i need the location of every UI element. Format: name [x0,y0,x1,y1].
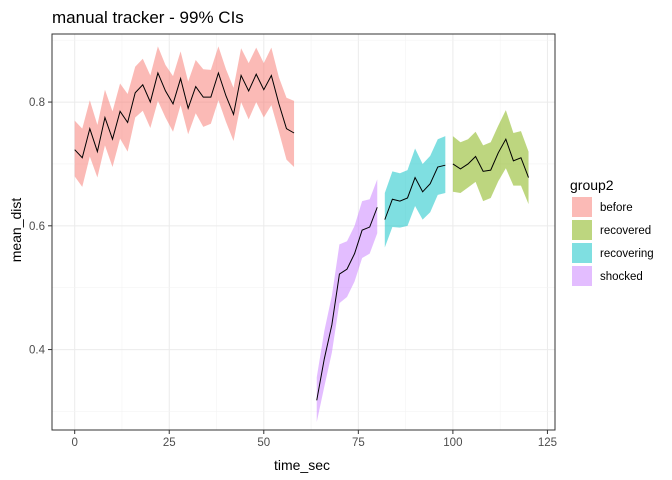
y-tick-label: 0.6 [29,221,45,233]
mean-lines [74,71,529,401]
ci-band-recovering [384,136,446,248]
legend-label-recovered: recovered [600,225,651,237]
ci-band-shocked [316,179,378,422]
chart-title: manual tracker - 99% CIs [52,8,244,27]
legend-key-recovering [572,243,592,263]
mean-line-shocked [316,207,378,401]
y-axis-ticks: 0.4 0.6 0.8 [29,97,52,357]
legend-key-recovered [572,220,592,240]
x-tick-label: 50 [257,437,270,449]
x-tick-label: 25 [163,437,176,449]
x-tick-label: 125 [538,437,557,449]
x-tick-label: 100 [443,437,462,449]
legend-key-shocked [572,266,592,286]
x-axis-ticks: 0 25 50 75 100 125 [71,430,557,449]
x-axis-title: time_sec [274,457,330,473]
confidence-bands [74,46,529,422]
y-tick-label: 0.4 [29,345,46,357]
mean-line-recovered [452,137,529,178]
x-tick-label: 75 [352,437,365,449]
legend-label-shocked: shocked [600,271,643,283]
ci-band-before [74,46,295,187]
y-axis-title: mean_dist [8,198,24,263]
y-tick-label: 0.8 [29,97,45,109]
legend-label-before: before [600,202,633,214]
mean-line-recovering [384,164,446,220]
mean-line-before [74,71,295,159]
legend-key-before [572,197,592,217]
ci-band-recovered [452,110,529,205]
x-tick-label: 0 [71,437,77,449]
legend: group2 before recovered recovering shocked [570,177,654,287]
legend-label-recovering: recovering [600,248,654,260]
panel-border [51,33,556,431]
legend-title: group2 [570,177,614,193]
